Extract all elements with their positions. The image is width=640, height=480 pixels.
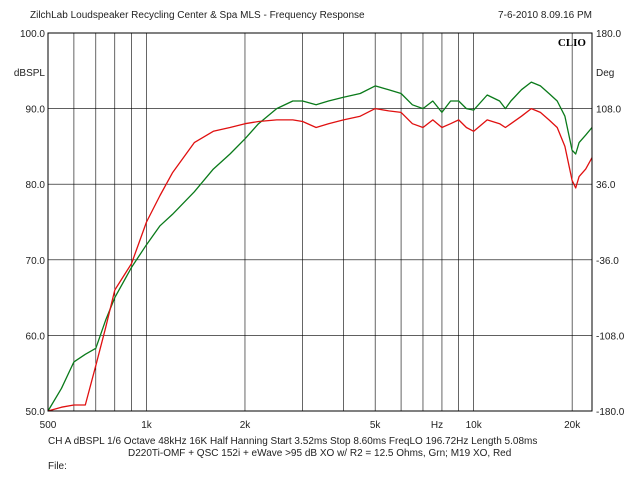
- series-line-green: [47, 81, 593, 412]
- x-tick-label: 1k: [141, 420, 153, 431]
- axis-ticks: 500 1k 2k 5k 10k 20k 50.0 60.0 70.0 80.0 90.0 100.0…: [20, 29, 625, 431]
- x-tick-label: 500: [40, 420, 57, 431]
- series-lines: [47, 81, 593, 412]
- y-right-tick-label: -180.0: [596, 407, 625, 418]
- y-left-unit-label: dBSPL: [14, 68, 46, 79]
- y-right-tick-label: 36.0: [596, 180, 616, 191]
- chart-title: ZilchLab Loudspeaker Recycling Center & …: [30, 10, 365, 21]
- plot-frame: [47, 32, 593, 412]
- y-right-tick-label: 108.0: [596, 105, 621, 116]
- series-line-red: [47, 107, 593, 412]
- x-unit-label: Hz: [431, 420, 443, 431]
- y-right-tick-label: -108.0: [596, 331, 625, 342]
- y-right-unit-label: Deg: [596, 68, 614, 79]
- y-left-tick-label: 60.0: [26, 331, 46, 342]
- clio-logo: CLIO: [558, 37, 587, 49]
- y-right-tick-label: -36.0: [596, 256, 619, 267]
- x-tick-label: 5k: [370, 420, 382, 431]
- y-left-tick-label: 100.0: [20, 29, 45, 40]
- y-right-tick-label: 180.0: [596, 29, 621, 40]
- timestamp: 7-6-2010 8.09.16 PM: [498, 10, 592, 21]
- x-tick-label: 2k: [240, 420, 252, 431]
- y-left-tick-label: 50.0: [26, 407, 46, 418]
- x-tick-label: 10k: [466, 420, 483, 431]
- grid-lines: [48, 33, 592, 411]
- y-left-tick-label: 90.0: [26, 105, 46, 116]
- file-label: File:: [48, 461, 67, 472]
- measurement-description: D220Ti-OMF + QSC 152i + eWave >95 dB XO …: [128, 448, 512, 459]
- y-left-tick-label: 70.0: [26, 256, 46, 267]
- y-left-tick-label: 80.0: [26, 180, 46, 191]
- x-tick-label: 20k: [564, 420, 581, 431]
- measurement-settings: CH A dBSPL 1/6 Octave 48kHz 16K Half Han…: [48, 436, 538, 447]
